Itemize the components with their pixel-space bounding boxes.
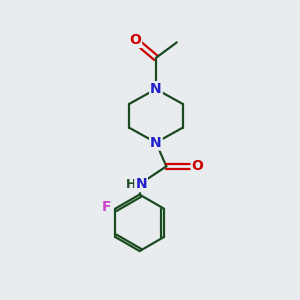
Text: N: N	[150, 136, 162, 150]
Text: O: O	[129, 33, 141, 47]
Text: N: N	[135, 177, 147, 191]
Text: H: H	[126, 178, 136, 191]
Text: F: F	[102, 200, 112, 214]
Text: O: O	[192, 159, 203, 173]
Text: N: N	[150, 82, 162, 96]
